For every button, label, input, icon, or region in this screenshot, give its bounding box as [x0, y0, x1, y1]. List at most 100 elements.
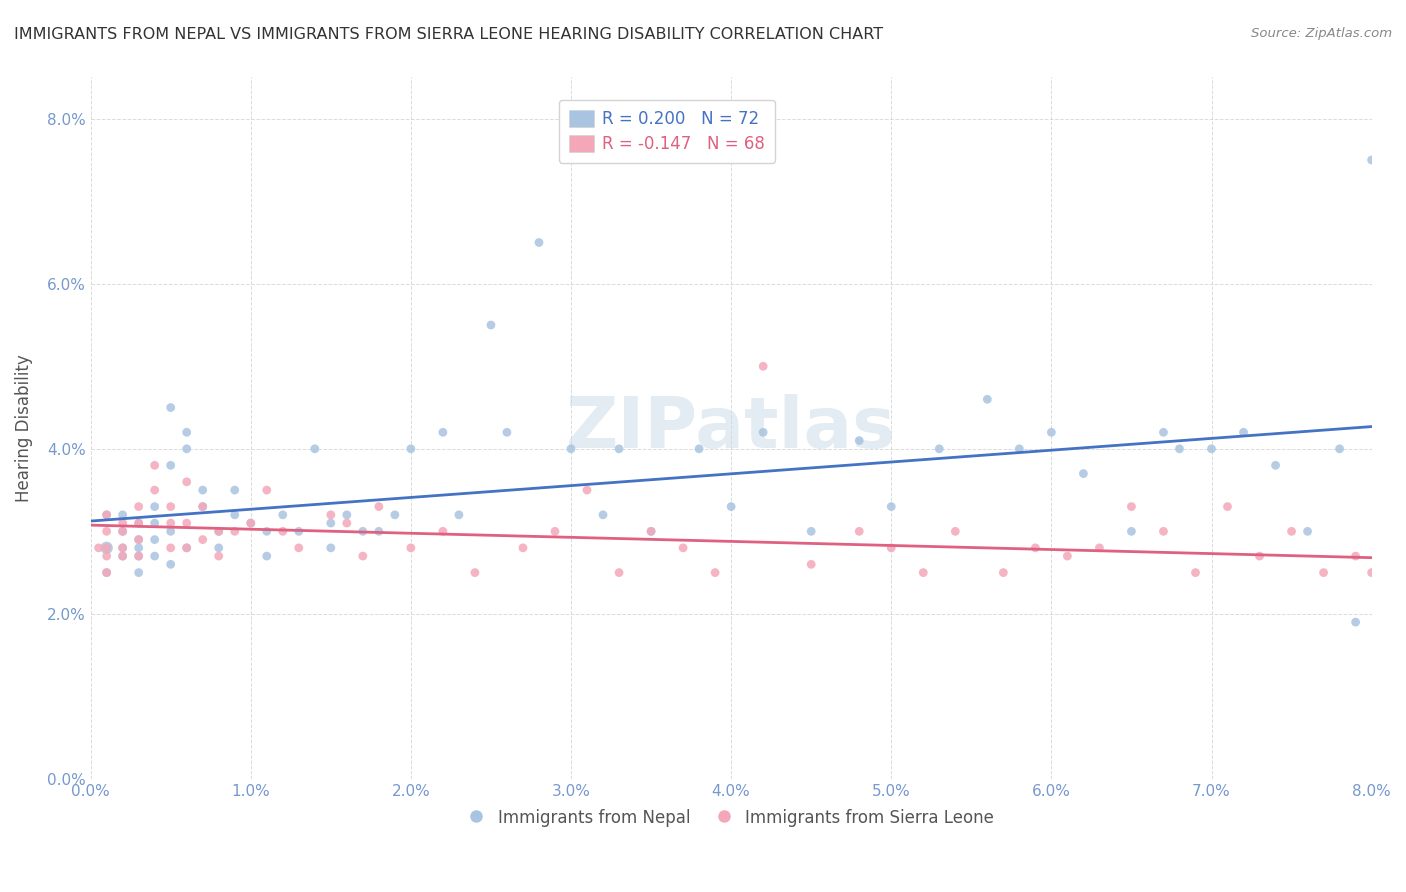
Point [912, 566, 935, 580]
Point [176, 475, 198, 489]
Point [1121, 500, 1143, 514]
Point [688, 442, 710, 456]
Point [128, 516, 150, 530]
Point [111, 549, 134, 563]
Point [1024, 541, 1046, 555]
Point [367, 500, 389, 514]
Point [288, 524, 311, 539]
Point [384, 508, 406, 522]
Point [464, 566, 486, 580]
Point [96, 566, 118, 580]
Point [496, 425, 519, 440]
Point [208, 524, 231, 539]
Point [96, 541, 118, 555]
Point [239, 516, 262, 530]
Point [96, 541, 118, 555]
Text: Source: ZipAtlas.com: Source: ZipAtlas.com [1251, 27, 1392, 40]
Point [159, 458, 181, 473]
Text: ZIPatlas: ZIPatlas [567, 393, 896, 463]
Point [128, 533, 150, 547]
Point [143, 458, 166, 473]
Point [111, 541, 134, 555]
Point [512, 541, 534, 555]
Point [1008, 442, 1031, 456]
Point [1168, 442, 1191, 456]
Point [143, 483, 166, 497]
Point [143, 516, 166, 530]
Point [159, 541, 181, 555]
Point [176, 442, 198, 456]
Point [191, 500, 214, 514]
Point [159, 500, 181, 514]
Point [527, 235, 550, 250]
Point [607, 442, 630, 456]
Point [1392, 574, 1406, 588]
Point [1073, 467, 1095, 481]
Text: IMMIGRANTS FROM NEPAL VS IMMIGRANTS FROM SIERRA LEONE HEARING DISABILITY CORRELA: IMMIGRANTS FROM NEPAL VS IMMIGRANTS FROM… [14, 27, 883, 42]
Point [800, 558, 823, 572]
Legend: Immigrants from Nepal, Immigrants from Sierra Leone: Immigrants from Nepal, Immigrants from S… [461, 803, 1001, 834]
Point [111, 541, 134, 555]
Point [704, 566, 727, 580]
Point [1281, 524, 1303, 539]
Point [143, 500, 166, 514]
Point [1152, 524, 1174, 539]
Point [111, 549, 134, 563]
Point [367, 524, 389, 539]
Point [640, 524, 662, 539]
Point [976, 392, 998, 407]
Point [191, 483, 214, 497]
Point [319, 516, 342, 530]
Point [159, 516, 181, 530]
Point [1361, 153, 1384, 167]
Point [640, 524, 662, 539]
Point [800, 524, 823, 539]
Point [111, 508, 134, 522]
Point [1232, 425, 1254, 440]
Point [128, 541, 150, 555]
Point [943, 524, 966, 539]
Point [1056, 549, 1078, 563]
Point [288, 541, 311, 555]
Point [880, 541, 903, 555]
Point [319, 508, 342, 522]
Point [544, 524, 567, 539]
Point [191, 500, 214, 514]
Point [224, 508, 246, 522]
Point [224, 483, 246, 497]
Point [1201, 442, 1223, 456]
Point [128, 533, 150, 547]
Point [143, 549, 166, 563]
Point [1121, 524, 1143, 539]
Point [96, 508, 118, 522]
Point [560, 442, 582, 456]
Point [928, 442, 950, 456]
Point [848, 524, 870, 539]
Point [1344, 549, 1367, 563]
Point [96, 549, 118, 563]
Point [256, 524, 278, 539]
Point [87, 541, 110, 555]
Point [336, 516, 359, 530]
Point [352, 549, 374, 563]
Point [1184, 566, 1206, 580]
Point [1152, 425, 1174, 440]
Point [1264, 458, 1286, 473]
Point [1344, 615, 1367, 629]
Point [256, 483, 278, 497]
Point [607, 566, 630, 580]
Point [1312, 566, 1334, 580]
Point [1361, 566, 1384, 580]
Point [1216, 500, 1239, 514]
Point [752, 425, 775, 440]
Point [159, 558, 181, 572]
Point [128, 549, 150, 563]
Point [447, 508, 470, 522]
Y-axis label: Hearing Disability: Hearing Disability [15, 354, 32, 502]
Point [96, 566, 118, 580]
Point [176, 516, 198, 530]
Point [993, 566, 1015, 580]
Point [432, 524, 454, 539]
Point [176, 541, 198, 555]
Point [111, 524, 134, 539]
